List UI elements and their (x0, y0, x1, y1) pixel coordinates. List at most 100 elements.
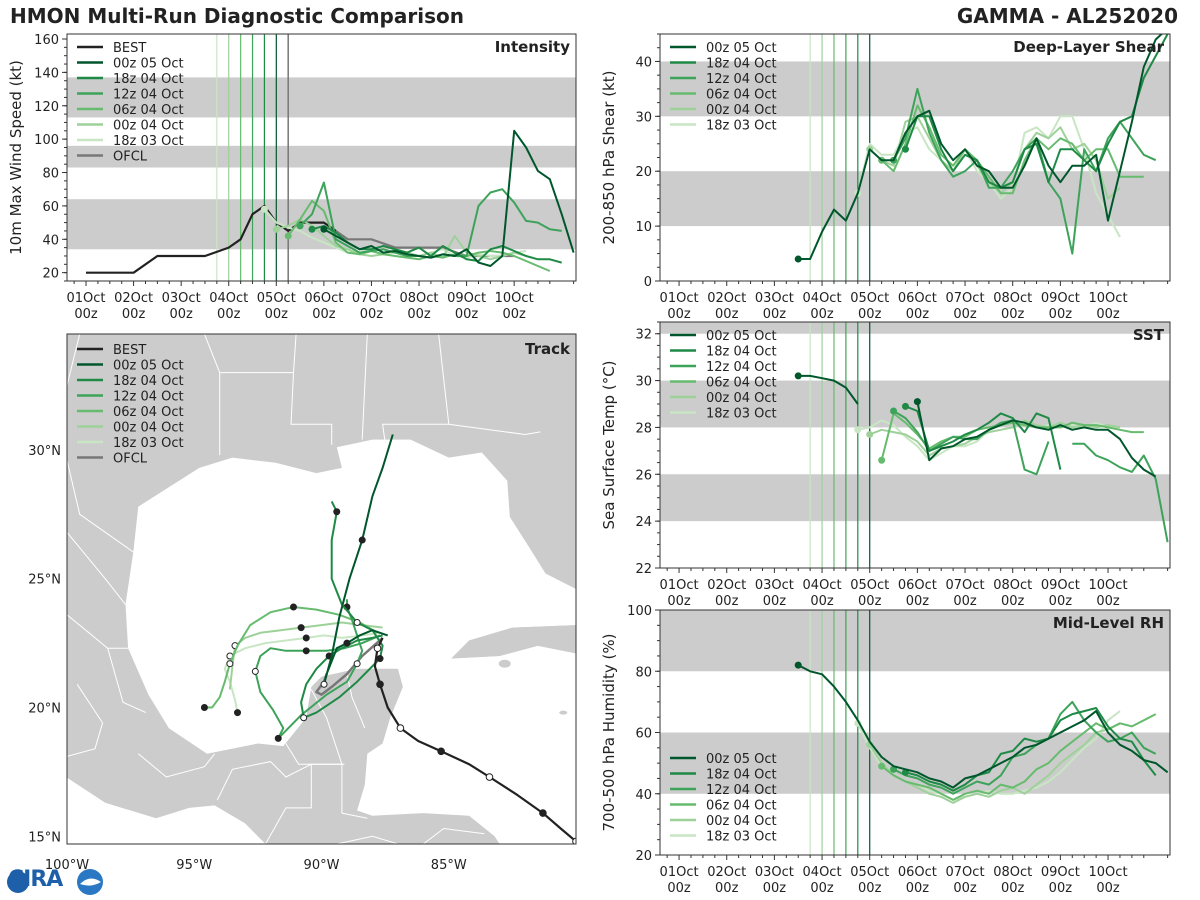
rh-xtick-label: 03Oct (755, 865, 794, 880)
sst-init-point (913, 398, 921, 406)
track-legend-label: OFCL (113, 452, 148, 467)
storm-title: GAMMA - AL252020 (956, 4, 1178, 28)
track-forecast-point (302, 634, 310, 642)
intensity-legend-label: OFCL (113, 150, 148, 165)
rh-series-line (893, 700, 1157, 795)
intensity-xtick-label: 00z (122, 307, 146, 322)
intensity-ytick-label: 40 (42, 233, 59, 248)
intensity-init-point (296, 222, 304, 230)
border-mx-1 (67, 531, 126, 605)
rh-xtick-label: 00z (953, 881, 977, 896)
cira-logo-icon (7, 869, 103, 895)
track-forecast-point (376, 655, 384, 663)
intensity-series-line (323, 129, 575, 267)
shear-band (660, 61, 1170, 117)
sst-xtick-label: 00z (667, 594, 691, 609)
shear-xtick-label: 06Oct (898, 291, 937, 306)
shear-ytick-label: 10 (635, 220, 652, 235)
shear-xtick-label: 01Oct (660, 291, 699, 306)
shear-xtick-label: 00z (906, 307, 930, 322)
best-track-point (376, 680, 384, 689)
sst-xtick-label: 03Oct (755, 578, 794, 593)
isla-juventud (498, 659, 511, 668)
sst-init-point (854, 426, 862, 434)
track-forecast-point (251, 667, 259, 675)
intensity-title: Intensity (495, 38, 571, 56)
rh-legend-label: 00z 05 Oct (706, 752, 777, 767)
intensity-band (67, 145, 576, 168)
track-ytick-label: 20°N (28, 701, 61, 716)
shear-legend-label: 18z 03 Oct (706, 119, 777, 134)
sst-series-line (869, 419, 1121, 457)
intensity-xtick-label: 00z (312, 307, 336, 322)
intensity-xtick-label: 00z (407, 307, 431, 322)
shear-xtick-label: 05Oct (850, 291, 889, 306)
rh-xtick-label: 00z (763, 881, 787, 896)
shear-ytick-label: 20 (635, 165, 652, 180)
shear-xtick-label: 04Oct (803, 291, 842, 306)
track-forecast-point (343, 639, 351, 647)
sst-init-point (866, 430, 874, 438)
sst-xtick-label: 07Oct (946, 578, 985, 593)
track-legend-label: 00z 04 Oct (113, 421, 184, 436)
intensity-xtick-label: 02Oct (114, 291, 153, 306)
track-map-area (67, 334, 576, 844)
border-ms-al (361, 334, 368, 440)
intensity-legend-label: 00z 04 Oct (113, 119, 184, 134)
border-belize-gt (341, 812, 368, 819)
rh-legend-label: 18z 03 Oct (706, 830, 777, 845)
shear-legend-label: 18z 04 Oct (706, 57, 777, 72)
track-forecast-point (353, 618, 361, 626)
sst-xtick-label: 00z (1049, 594, 1073, 609)
track-forecast-point (234, 709, 242, 717)
track-frame (66, 333, 577, 845)
sst-init-point (901, 402, 909, 410)
track-forecast-point (274, 734, 282, 742)
track-xtick-label: 100°W (45, 858, 89, 873)
border-ok-ar (203, 334, 221, 373)
intensity-ytick-label: 20 (42, 267, 59, 282)
border-mx-4 (67, 684, 104, 757)
sst-legend-label: 18z 04 Oct (706, 345, 777, 360)
shear-xtick-label: 00z (810, 307, 834, 322)
sst-ytick-label: 32 (635, 328, 652, 343)
sst-legend-label: 00z 04 Oct (706, 391, 777, 406)
shear-legend-label: 06z 04 Oct (706, 88, 777, 103)
track-legend-label: 18z 03 Oct (113, 436, 184, 451)
intensity-xtick-label: 00z (455, 307, 479, 322)
shear-ylabel: 200-850 hPa Shear (kt) (600, 71, 618, 245)
sst-xtick-label: 00z (858, 594, 882, 609)
rh-xtick-label: 00z (906, 881, 930, 896)
intensity-xtick-label: 07Oct (352, 291, 391, 306)
intensity-xtick-label: 03Oct (162, 291, 201, 306)
intensity-frame (66, 33, 577, 282)
track-xtick-label: 90°W (304, 858, 340, 873)
shear-xtick-label: 08Oct (993, 291, 1032, 306)
track-legend-label: 06z 04 Oct (113, 405, 184, 420)
shear-legend-label: 12z 04 Oct (706, 72, 777, 87)
shear-series-line (798, 34, 1164, 260)
shear-xtick-label: 00z (953, 307, 977, 322)
sst-plot-area (660, 322, 1170, 568)
shear-init-point (794, 255, 802, 263)
intensity-xtick-label: 06Oct (304, 291, 343, 306)
sst-xtick-label: 04Oct (803, 578, 842, 593)
rh-series-line (905, 707, 1157, 792)
shear-xtick-label: 00z (715, 307, 739, 322)
track-forecast-point (302, 647, 310, 655)
intensity-panel: 2040608010012014016001Oct00z02Oct00z03Oc… (7, 33, 577, 322)
track-legend-label: 18z 04 Oct (113, 374, 184, 389)
track-xtick-label: 95°W (176, 858, 212, 873)
intensity-xtick-label: 05Oct (257, 291, 296, 306)
intensity-legend-label: 18z 04 Oct (113, 72, 184, 87)
intensity-init-point (260, 205, 268, 213)
sst-xtick-label: 00z (1001, 594, 1025, 609)
intensity-ytick-label: 60 (42, 200, 59, 215)
rh-xtick-label: 07Oct (946, 865, 985, 880)
shear-band (660, 171, 1170, 227)
shear-xtick-label: 00z (763, 307, 787, 322)
track-forecast-point (358, 536, 366, 544)
shear-legend-label: 00z 04 Oct (706, 103, 777, 118)
intensity-ytick-label: 100 (34, 133, 59, 148)
intensity-ytick-label: 160 (34, 33, 59, 48)
